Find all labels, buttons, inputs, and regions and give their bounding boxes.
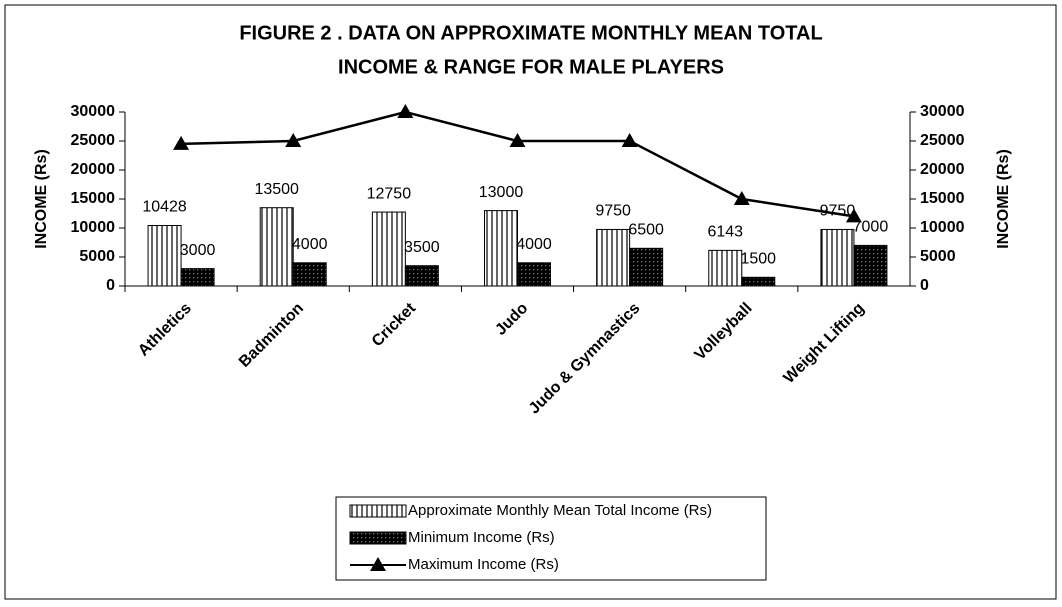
- marker: [397, 104, 414, 118]
- data-label: 10428: [142, 199, 187, 216]
- data-label: 6143: [707, 224, 743, 241]
- data-label: 3000: [180, 242, 216, 259]
- data-label: 13500: [254, 181, 299, 198]
- chart-title: FIGURE 2 . DATA ON APPROXIMATE MONTHLY M…: [239, 22, 822, 44]
- y-tick-label: 0: [106, 277, 115, 294]
- legend-swatch: [370, 557, 386, 571]
- bar: [741, 276, 776, 287]
- y2-tick-label: 5000: [920, 248, 956, 265]
- legend-label: Maximum Income (Rs): [408, 556, 559, 573]
- data-label: 12750: [367, 185, 412, 202]
- data-label: 6500: [628, 222, 664, 239]
- data-label: 9750: [595, 203, 631, 220]
- y-tick-label: 5000: [79, 248, 115, 265]
- y2-tick-label: 10000: [920, 219, 965, 236]
- bar: [484, 210, 518, 287]
- y-tick-label: 25000: [71, 132, 116, 149]
- data-label: 7000: [853, 219, 889, 236]
- y2-tick-label: 0: [920, 277, 929, 294]
- bar: [259, 207, 294, 287]
- data-label: 4000: [292, 236, 328, 253]
- bar: [404, 265, 439, 287]
- y2-tick-label: 25000: [920, 132, 965, 149]
- legend-swatch: [349, 531, 407, 545]
- y2-tick-label: 30000: [920, 103, 965, 120]
- bar: [180, 268, 215, 287]
- bar: [708, 249, 743, 287]
- y-tick-label: 15000: [71, 190, 116, 207]
- data-label: 4000: [516, 236, 552, 253]
- marker: [509, 133, 526, 147]
- y-tick-label: 30000: [71, 103, 116, 120]
- bar: [371, 211, 406, 287]
- bar: [596, 228, 631, 287]
- bar: [517, 262, 551, 287]
- y-tick-label: 10000: [71, 219, 116, 236]
- bar: [147, 225, 182, 287]
- y-axis-label: INCOME (Rs): [33, 149, 50, 249]
- y2-tick-label: 20000: [920, 161, 965, 178]
- marker: [285, 133, 302, 147]
- marker: [733, 191, 750, 205]
- legend-label: Minimum Income (Rs): [408, 529, 555, 546]
- bar: [820, 228, 855, 287]
- y-tick-label: 20000: [71, 161, 116, 178]
- data-label: 3500: [404, 239, 440, 256]
- y2-axis-label: INCOME (Rs): [995, 149, 1012, 249]
- y2-tick-label: 15000: [920, 190, 965, 207]
- marker: [621, 133, 638, 147]
- bar: [292, 262, 327, 287]
- bar: [629, 247, 664, 287]
- legend-swatch: [349, 504, 407, 518]
- bar: [853, 244, 888, 287]
- data-label: 13000: [479, 184, 524, 201]
- chart-title: INCOME & RANGE FOR MALE PLAYERS: [338, 56, 724, 78]
- legend-box: [335, 496, 767, 581]
- data-label: 1500: [740, 251, 776, 268]
- marker: [845, 208, 862, 223]
- marker: [173, 135, 190, 150]
- legend-label: Approximate Monthly Mean Total Income (R…: [408, 502, 712, 519]
